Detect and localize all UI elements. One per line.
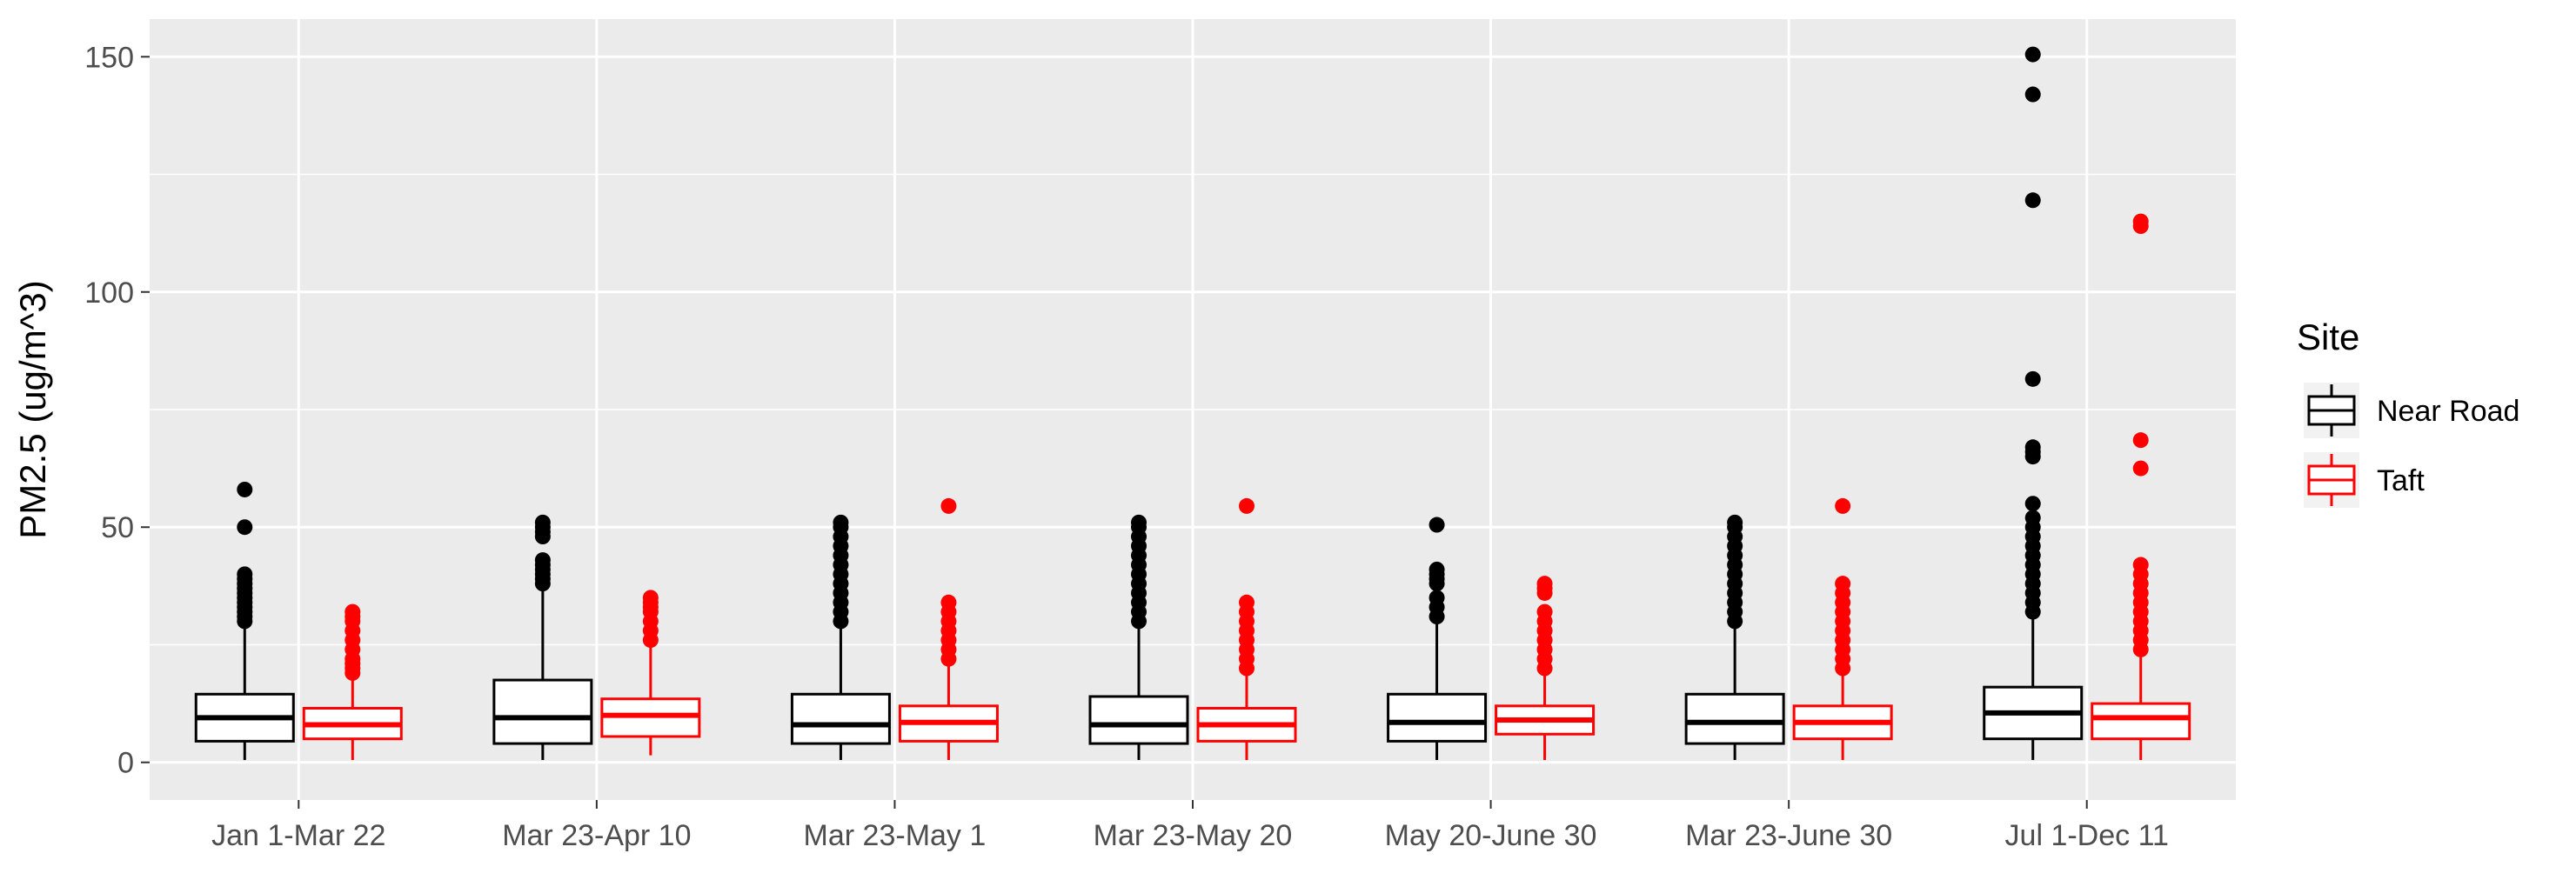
- boxplot: [1088, 514, 1189, 761]
- outlier-point: [345, 603, 361, 620]
- outlier-point: [1131, 514, 1147, 530]
- boxplot: [2091, 213, 2191, 761]
- outlier-point: [2024, 192, 2041, 209]
- legend-label: Taft: [2377, 464, 2425, 497]
- box: [790, 692, 891, 745]
- box: [1684, 692, 1785, 745]
- outlier-point: [2132, 557, 2149, 573]
- outlier-point: [237, 566, 253, 583]
- boxplot: [1495, 576, 1596, 761]
- x-tick-label: Mar 23-Apr 10: [502, 819, 691, 852]
- outlier-point: [1239, 497, 1255, 514]
- outlier-point: [2024, 46, 2041, 63]
- y-axis-title: PM2.5 (ug/m^3): [12, 280, 53, 538]
- legend-title: Site: [2297, 317, 2359, 357]
- outlier-point: [237, 519, 253, 536]
- legend-label: Near Road: [2377, 395, 2519, 428]
- outlier-point: [1429, 561, 1445, 577]
- x-tick-label: Jul 1-Dec 11: [2005, 819, 2169, 852]
- boxplot: [194, 481, 295, 761]
- outlier-point: [1835, 497, 1851, 514]
- outlier-point: [1835, 576, 1851, 592]
- boxplot: [600, 590, 701, 756]
- boxplot: [1387, 517, 1488, 761]
- boxplot: [1684, 514, 1785, 761]
- box: [492, 678, 593, 745]
- outlier-point: [833, 514, 849, 530]
- y-tick-label: 150: [84, 41, 134, 74]
- boxplot: [898, 497, 999, 761]
- outlier-point: [940, 497, 957, 514]
- y-tick-label: 100: [84, 277, 134, 310]
- outlier-point: [2024, 370, 2041, 387]
- legend: Site Near Road Taft: [2288, 304, 2575, 522]
- outlier-point: [940, 594, 957, 610]
- outlier-point: [2024, 439, 2041, 456]
- box: [1088, 695, 1189, 745]
- outlier-point: [1239, 594, 1255, 610]
- x-tick-label: May 20-June 30: [1385, 819, 1597, 852]
- outlier-point: [1727, 514, 1743, 530]
- legend-item: Taft: [2304, 452, 2425, 508]
- outlier-point: [237, 481, 253, 497]
- boxplots: [194, 46, 2191, 761]
- outlier-point: [534, 514, 551, 530]
- y-tick-label: 50: [101, 511, 134, 544]
- boxplot: [790, 514, 891, 761]
- outlier-point: [2024, 86, 2041, 103]
- x-tick-label: Mar 23-May 20: [1094, 819, 1293, 852]
- outlier-point: [2024, 510, 2041, 526]
- legend-item: Near Road: [2304, 383, 2519, 438]
- y-tick-label: 0: [117, 747, 134, 780]
- outlier-point: [2132, 213, 2149, 230]
- outlier-point: [1536, 576, 1553, 592]
- gridlines: [150, 19, 2236, 800]
- boxplot: [492, 514, 593, 761]
- x-axis: Jan 1-Mar 22 Mar 23-Apr 10 Mar 23-May 1 Mar…: [211, 800, 2169, 852]
- outlier-point: [2132, 460, 2149, 477]
- outlier-point: [1429, 590, 1445, 606]
- outlier-point: [2024, 496, 2041, 512]
- x-tick-label: Mar 23-May 1: [804, 819, 987, 852]
- boxplot: [302, 603, 403, 761]
- outlier-point: [1536, 603, 1553, 620]
- x-tick-label: Jan 1-Mar 22: [211, 819, 385, 852]
- x-tick-label: Mar 23-June 30: [1685, 819, 1892, 852]
- boxplot: [1792, 497, 1893, 761]
- outlier-point: [642, 590, 659, 606]
- y-axis: 0 50 100 150: [84, 41, 150, 780]
- outlier-point: [1429, 517, 1445, 533]
- boxplot: [1196, 497, 1297, 761]
- outlier-point: [2132, 432, 2149, 449]
- box: [2091, 702, 2191, 741]
- boxplot: [1983, 46, 2084, 761]
- box: [1387, 692, 1488, 743]
- outlier-point: [534, 552, 551, 569]
